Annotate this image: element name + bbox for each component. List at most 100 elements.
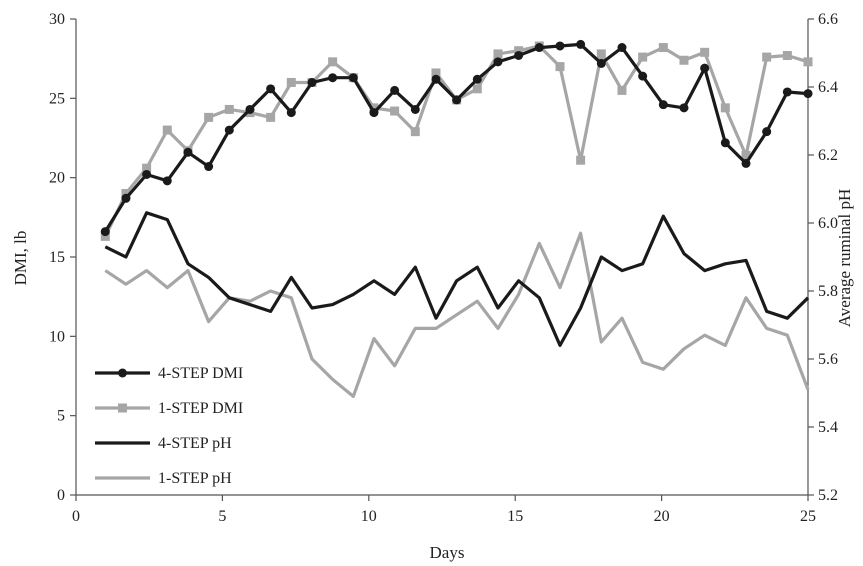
series-4-step-ph <box>104 211 810 347</box>
series-layer <box>100 39 813 398</box>
y-right-tick-label: 5.2 <box>818 487 838 504</box>
1-step-dmi-point <box>555 62 565 72</box>
x-tick-label: 25 <box>800 508 816 525</box>
1-step-dmi-point <box>638 52 648 62</box>
1-step-dmi-point <box>369 103 379 113</box>
y-left-axis-title: DMI, lb <box>11 231 30 286</box>
1-step-dmi-point <box>100 231 110 241</box>
x-axis-title: Days <box>430 543 465 562</box>
x-tick-label: 20 <box>654 508 670 525</box>
axes: 0 5 10 15 20 25 0 5 10 15 20 25 30 5.2 5.4 5.6 5.8 6.0 6.2… <box>49 11 838 525</box>
1-step-dmi-point <box>741 150 751 160</box>
1-step-dmi-point <box>514 46 524 56</box>
4-step-dmi-point <box>224 125 234 135</box>
4-step-dmi-point <box>245 104 255 114</box>
1-step-dmi-point <box>266 112 276 122</box>
1-step-dmi-point <box>617 85 627 95</box>
4-step-dmi-point <box>720 138 730 148</box>
4-step-dmi-point <box>369 108 379 118</box>
4-step-dmi-point <box>576 39 586 49</box>
1-step-dmi-point <box>472 84 482 94</box>
1-step-ph-line <box>104 231 810 398</box>
4-step-ph-line <box>104 211 810 347</box>
4-step-dmi-point <box>142 169 152 179</box>
4-step-dmi-point <box>328 73 338 83</box>
x-tick-label: 15 <box>507 508 523 525</box>
1-step-dmi-point <box>700 47 710 57</box>
1-step-dmi-point <box>762 52 772 62</box>
4-step-dmi-point <box>534 43 544 53</box>
legend: 4-STEP DMI 1-STEP DMI 4-STEP pH 1-STEP pH <box>95 365 243 487</box>
y-right-tick-label: 5.8 <box>818 283 838 300</box>
y-right-tick-label: 6.6 <box>818 11 838 28</box>
4-step-dmi-point <box>741 158 751 168</box>
4-step-dmi-point <box>472 74 482 84</box>
y-left-tick-label: 15 <box>49 249 65 266</box>
y-right-tick-label: 5.6 <box>818 351 838 368</box>
y-right-tick-label: 6.2 <box>818 147 838 164</box>
series-4-step-dmi <box>100 39 813 237</box>
1-step-dmi-point <box>142 163 152 173</box>
4-step-dmi-point <box>803 89 813 99</box>
1-step-dmi-point <box>679 55 689 65</box>
4-step-dmi-point <box>638 71 648 81</box>
4-step-dmi-point <box>100 227 110 237</box>
legend-label: 4-STEP pH <box>158 435 232 452</box>
4-step-dmi-point <box>431 74 441 84</box>
1-step-dmi-point <box>204 112 214 122</box>
4-step-dmi-point <box>514 50 524 60</box>
4-step-dmi-line <box>103 42 809 233</box>
1-step-dmi-point <box>224 104 234 114</box>
legend-item-1-step-dmi: 1-STEP DMI <box>95 400 243 417</box>
x-tick-label: 0 <box>72 508 80 525</box>
4-step-dmi-point <box>286 108 296 118</box>
4-step-dmi-point <box>183 147 193 157</box>
4-step-dmi-point <box>493 57 503 67</box>
4-step-dmi-point <box>617 43 627 53</box>
y-right-tick-label: 6.0 <box>818 215 838 232</box>
legend-item-4-step-ph: 4-STEP pH <box>95 435 232 452</box>
legend-label: 1-STEP DMI <box>158 400 243 417</box>
y-right-axis-title: Average ruminal pH <box>835 189 854 327</box>
1-step-dmi-point <box>658 43 668 53</box>
y-left-tick-label: 30 <box>49 11 65 28</box>
legend-swatch-marker <box>118 403 127 413</box>
4-step-dmi-point <box>555 41 565 51</box>
4-step-dmi-point <box>452 95 462 105</box>
1-step-dmi-point <box>286 77 296 87</box>
x-tick-label: 10 <box>361 508 377 525</box>
1-step-dmi-point <box>431 68 441 78</box>
y-left-tick-label: 10 <box>49 328 65 345</box>
4-step-dmi-point <box>700 63 710 73</box>
4-step-dmi-point <box>596 58 606 68</box>
y-left-tick-label: 20 <box>49 170 65 187</box>
y-right-tick-label: 5.4 <box>818 419 838 436</box>
1-step-dmi-point <box>803 57 813 67</box>
legend-item-1-step-ph: 1-STEP pH <box>95 470 232 487</box>
4-step-dmi-point <box>121 193 131 203</box>
4-step-dmi-point <box>307 77 317 87</box>
4-step-dmi-point <box>762 127 772 137</box>
1-step-dmi-point <box>410 127 420 137</box>
4-step-dmi-point <box>410 104 420 114</box>
1-step-dmi-point <box>162 125 172 135</box>
y-left-tick-label: 25 <box>49 90 65 107</box>
legend-label: 1-STEP pH <box>158 470 232 487</box>
1-step-dmi-point <box>390 106 400 116</box>
4-step-dmi-point <box>348 73 358 83</box>
1-step-dmi-point <box>782 50 792 60</box>
legend-swatch-marker <box>118 368 127 378</box>
1-step-dmi-point <box>328 57 338 67</box>
1-step-dmi-point <box>596 49 606 59</box>
4-step-dmi-point <box>658 100 668 110</box>
legend-item-4-step-dmi: 4-STEP DMI <box>95 365 243 382</box>
1-step-dmi-point <box>720 103 730 113</box>
4-step-dmi-point <box>782 87 792 97</box>
1-step-dmi-point <box>493 49 503 59</box>
4-step-dmi-point <box>204 162 214 172</box>
series-1-step-ph <box>104 231 810 398</box>
y-left-tick-label: 0 <box>57 487 65 504</box>
y-right-tick-label: 6.4 <box>818 79 838 96</box>
4-step-dmi-point <box>266 84 276 94</box>
